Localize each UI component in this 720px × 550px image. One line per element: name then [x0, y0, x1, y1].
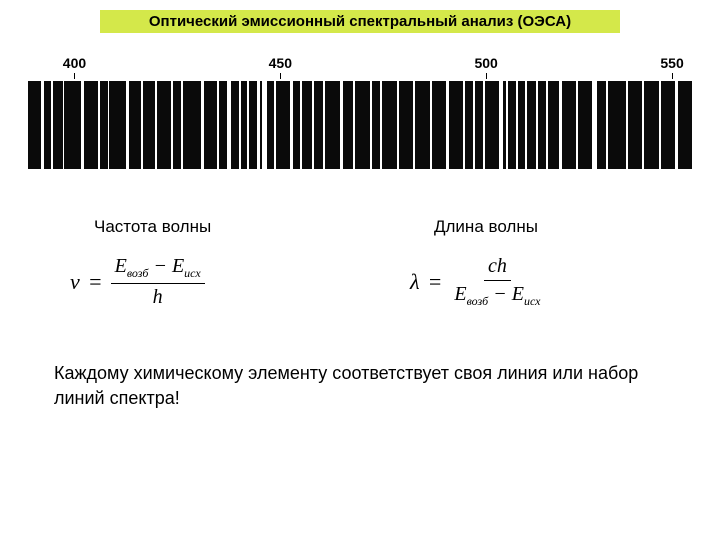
fraction: ch Eвозб − Eисх [450, 255, 544, 309]
nu-symbol: ν [70, 269, 80, 295]
spectral-line [559, 81, 562, 169]
spectral-line [181, 81, 183, 169]
spectral-line [675, 81, 678, 169]
spectral-line [516, 81, 518, 169]
minus: − [153, 255, 167, 277]
minus: − [493, 283, 507, 305]
denominator: Eвозб − Eисх [450, 281, 544, 309]
formulas-row: Частота волны ν = Eвозб − Eисх h Длина в… [0, 217, 720, 309]
spectral-line [340, 81, 343, 169]
spectral-line [126, 81, 129, 169]
spectral-line [397, 81, 400, 169]
wavelength-formula-block: Длина волны λ = ch Eвозб − Eисх [410, 217, 650, 309]
spectral-line [239, 81, 241, 169]
e-vozb: Eвозб [454, 283, 488, 305]
wavelength-axis: 400 450 500 550 [28, 55, 692, 75]
axis-tick-label: 550 [660, 55, 683, 71]
spectral-line [290, 81, 293, 169]
axis-tick [74, 73, 75, 79]
spectral-line [247, 81, 249, 169]
axis-tick-label: 500 [474, 55, 497, 71]
equals-sign: = [428, 269, 443, 295]
numerator: Eвозб − Eисх [111, 255, 205, 284]
spectral-line [592, 81, 597, 169]
spectral-line [257, 81, 260, 169]
spectral-line [446, 81, 449, 169]
conclusion-text: Каждому химическому элементу соответству… [0, 361, 720, 411]
lambda-symbol: λ [410, 269, 420, 295]
spectral-line [506, 81, 508, 169]
spectral-line [63, 81, 65, 169]
spectral-line [141, 81, 143, 169]
spectral-line [274, 81, 276, 169]
spectral-line [300, 81, 302, 169]
frequency-formula: ν = Eвозб − Eисх h [70, 255, 310, 309]
spectrum-diagram: 400 450 500 550 [28, 55, 692, 169]
equals-sign: = [88, 269, 103, 295]
spectral-line [525, 81, 528, 169]
spectral-line [312, 81, 314, 169]
spectral-line [227, 81, 230, 169]
spectral-line [413, 81, 415, 169]
spectral-line [473, 81, 475, 169]
axis-tick-label: 400 [63, 55, 86, 71]
spectral-line [98, 81, 100, 169]
spectral-line [262, 81, 267, 169]
spectral-line [659, 81, 661, 169]
spectral-line [323, 81, 325, 169]
spectral-line [430, 81, 432, 169]
spectral-line [380, 81, 382, 169]
spectral-line [41, 81, 44, 169]
spectral-line [108, 81, 110, 169]
spectral-line [546, 81, 548, 169]
spectral-line [626, 81, 629, 169]
axis-tick [672, 73, 673, 79]
axis-tick [280, 73, 281, 79]
spectral-line [642, 81, 644, 169]
spectral-line [217, 81, 219, 169]
spectral-line [51, 81, 53, 169]
spectral-line [171, 81, 174, 169]
spectral-line [463, 81, 465, 169]
frequency-label: Частота волны [94, 217, 310, 237]
spectral-line [536, 81, 538, 169]
spectral-line [155, 81, 157, 169]
e-vozb: Eвозб [115, 255, 149, 277]
denominator: h [149, 284, 167, 309]
e-isx: Eисх [172, 255, 201, 277]
spectral-line [576, 81, 578, 169]
spectral-line [370, 81, 372, 169]
numerator: ch [484, 255, 511, 281]
emission-spectrum [28, 81, 692, 169]
fraction: Eвозб − Eисх h [111, 255, 205, 309]
page-title: Оптический эмиссионный спектральный анал… [100, 10, 620, 33]
frequency-formula-block: Частота волны ν = Eвозб − Eисх h [70, 217, 310, 309]
wavelength-label: Длина волны [434, 217, 650, 237]
wavelength-formula: λ = ch Eвозб − Eисх [410, 255, 650, 309]
spectral-line [81, 81, 84, 169]
spectral-line [353, 81, 355, 169]
e-isx: Eисх [512, 283, 541, 305]
axis-tick-label: 450 [269, 55, 292, 71]
axis-tick [486, 73, 487, 79]
spectral-line [201, 81, 204, 169]
spectral-line [606, 81, 608, 169]
spectral-line [483, 81, 486, 169]
spectral-line [499, 81, 503, 169]
